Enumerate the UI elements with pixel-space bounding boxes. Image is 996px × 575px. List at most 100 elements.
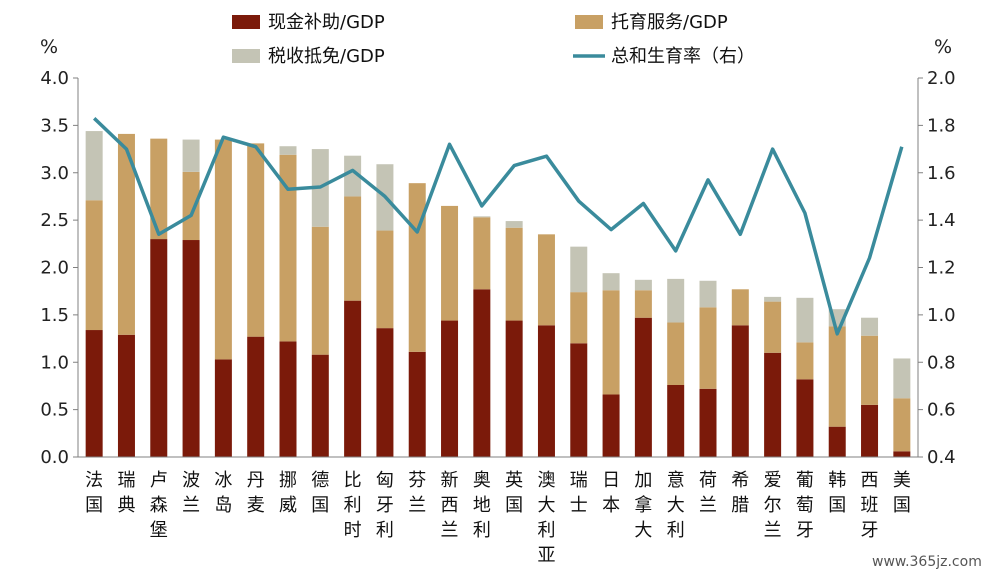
category-label: 葡萄牙 (796, 470, 814, 541)
bar-segment-cash (279, 341, 297, 457)
bar-segment-cash (214, 359, 232, 457)
bar-segment-childcare (376, 230, 394, 329)
bar-segment-cash (699, 388, 717, 457)
bar-segment-cash (667, 384, 685, 457)
category-label: 意大利 (667, 470, 685, 541)
category-label: 美国 (893, 470, 911, 516)
bar-segment-childcare (570, 292, 588, 344)
category-label: 瑞典 (117, 470, 135, 516)
legend: 现金补助/GDP 托育服务/GDP 税收抵免/GDP 总和生育率（右） (232, 12, 755, 67)
bar-segment-tax (699, 280, 717, 308)
bar-segment-childcare (279, 154, 297, 342)
axes-lines (77, 78, 919, 458)
category-label: 挪威 (279, 470, 297, 516)
legend-swatch (232, 49, 260, 63)
bar-segment-cash (796, 379, 814, 457)
bar-segment-tax (796, 297, 814, 343)
left-tick-label: 3.5 (40, 115, 69, 136)
category-labels: 法国瑞典卢森堡波兰冰岛丹麦挪威德国比利时匈牙利芬兰新西兰奥地利英国澳大利亚瑞士日… (85, 470, 911, 566)
bar-segment-childcare (893, 398, 911, 452)
bar-segment-tax (473, 216, 491, 218)
bar-segment-tax (764, 296, 782, 302)
left-tick-label: 3.0 (40, 163, 69, 184)
legend-label: 税收抵免/GDP (268, 46, 385, 67)
bar-segment-cash (150, 239, 168, 457)
fertility-line (92, 117, 904, 336)
bar-segment-childcare (117, 133, 135, 335)
bar-segment-cash (893, 451, 911, 457)
bar-segment-childcare (473, 217, 491, 290)
bar-segment-childcare (667, 322, 685, 385)
bar-segment-tax (634, 279, 652, 291)
bar-segment-childcare (537, 234, 555, 326)
right-tick-label: 1.4 (927, 210, 956, 231)
right-tick-label: 1.0 (927, 305, 956, 326)
bar-segment-cash (247, 336, 265, 457)
left-tick-label: 0.5 (40, 400, 69, 421)
bar-segment-tax (505, 221, 523, 228)
bar-segment-cash (441, 320, 459, 457)
bar-segment-cash (182, 240, 200, 457)
legend-label: 现金补助/GDP (268, 12, 385, 33)
left-tick-label: 0.0 (40, 447, 69, 468)
bar-segment-childcare (85, 200, 103, 331)
category-label: 卢森堡 (150, 470, 168, 541)
left-tick-label: 1.5 (40, 305, 69, 326)
category-label: 匈牙利 (376, 470, 394, 541)
right-tick-label: 0.6 (927, 400, 956, 421)
bar-segment-childcare (441, 205, 459, 321)
bar-segment-tax (861, 317, 879, 336)
bar-segment-childcare (505, 227, 523, 321)
category-label: 比利时 (344, 470, 362, 541)
bar-segment-tax (570, 246, 588, 293)
bar-segment-childcare (699, 307, 717, 389)
bar-segment-cash (311, 354, 329, 457)
bar-segment-childcare (634, 290, 652, 318)
bar-segment-cash (408, 351, 426, 457)
bar-segment-tax (602, 273, 620, 291)
right-tick-label: 1.2 (927, 258, 956, 279)
right-tick-label: 0.4 (927, 447, 956, 468)
bar-segment-cash (731, 325, 749, 457)
category-label: 德国 (311, 470, 329, 516)
legend-label: 托育服务/GDP (611, 12, 728, 33)
bar-segment-tax (85, 131, 103, 201)
category-label: 丹麦 (247, 470, 265, 516)
bar-segment-cash (473, 289, 491, 457)
category-label: 爱尔兰 (764, 470, 782, 541)
bar-segment-cash (861, 404, 879, 457)
bars (85, 131, 911, 457)
left-tick-label: 2.0 (40, 258, 69, 279)
right-axis: 0.4 0.6 0.8 1.0 1.2 1.4 1.6 1.8 2.0 (918, 68, 956, 468)
bar-segment-childcare (602, 290, 620, 395)
bar-segment-tax (893, 358, 911, 399)
category-label: 希腊 (731, 470, 749, 516)
category-label: 冰岛 (214, 470, 232, 516)
bar-segment-childcare (150, 138, 168, 240)
bar-segment-cash (764, 352, 782, 457)
bar-segment-childcare (408, 183, 426, 352)
category-label: 澳大利亚 (537, 470, 555, 566)
category-label: 加拿大 (634, 470, 652, 541)
bar-segment-cash (376, 328, 394, 457)
bar-segment-cash (602, 394, 620, 457)
bar-segment-childcare (344, 196, 362, 301)
left-tick-label: 4.0 (40, 68, 69, 89)
bar-segment-tax (344, 155, 362, 197)
right-tick-label: 1.8 (927, 115, 956, 136)
category-label: 法国 (85, 470, 103, 516)
left-tick-label: 2.5 (40, 210, 69, 231)
legend-swatch (232, 15, 260, 29)
fertility-rate-line (92, 117, 904, 336)
bar-segment-childcare (311, 226, 329, 355)
category-label: 荷兰 (699, 470, 717, 516)
left-axis-unit: % (40, 36, 58, 58)
bar-segment-cash (344, 300, 362, 457)
category-label: 新西兰 (441, 470, 459, 541)
bar-segment-cash (537, 325, 555, 457)
bar-segment-cash (828, 426, 846, 457)
category-label: 瑞士 (570, 470, 588, 516)
bar-segment-cash (634, 317, 652, 457)
left-axis: 0.0 0.5 1.0 1.5 2.0 2.5 3.0 3.5 4.0 (40, 68, 78, 468)
